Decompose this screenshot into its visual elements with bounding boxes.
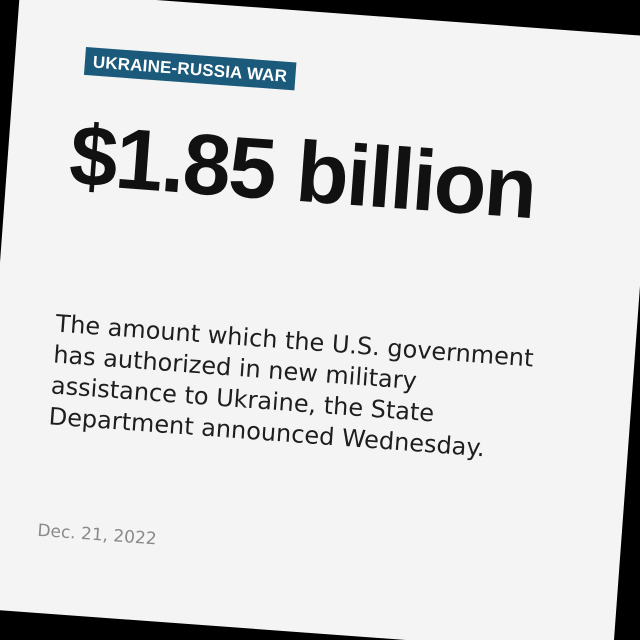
publish-date: Dec. 21, 2022	[36, 520, 158, 550]
headline-figure: $1.85 billion	[66, 107, 539, 238]
category-tag: UKRAINE-RUSSIA WAR	[83, 46, 297, 91]
description-text: The amount which the U.S. government has…	[47, 309, 535, 463]
